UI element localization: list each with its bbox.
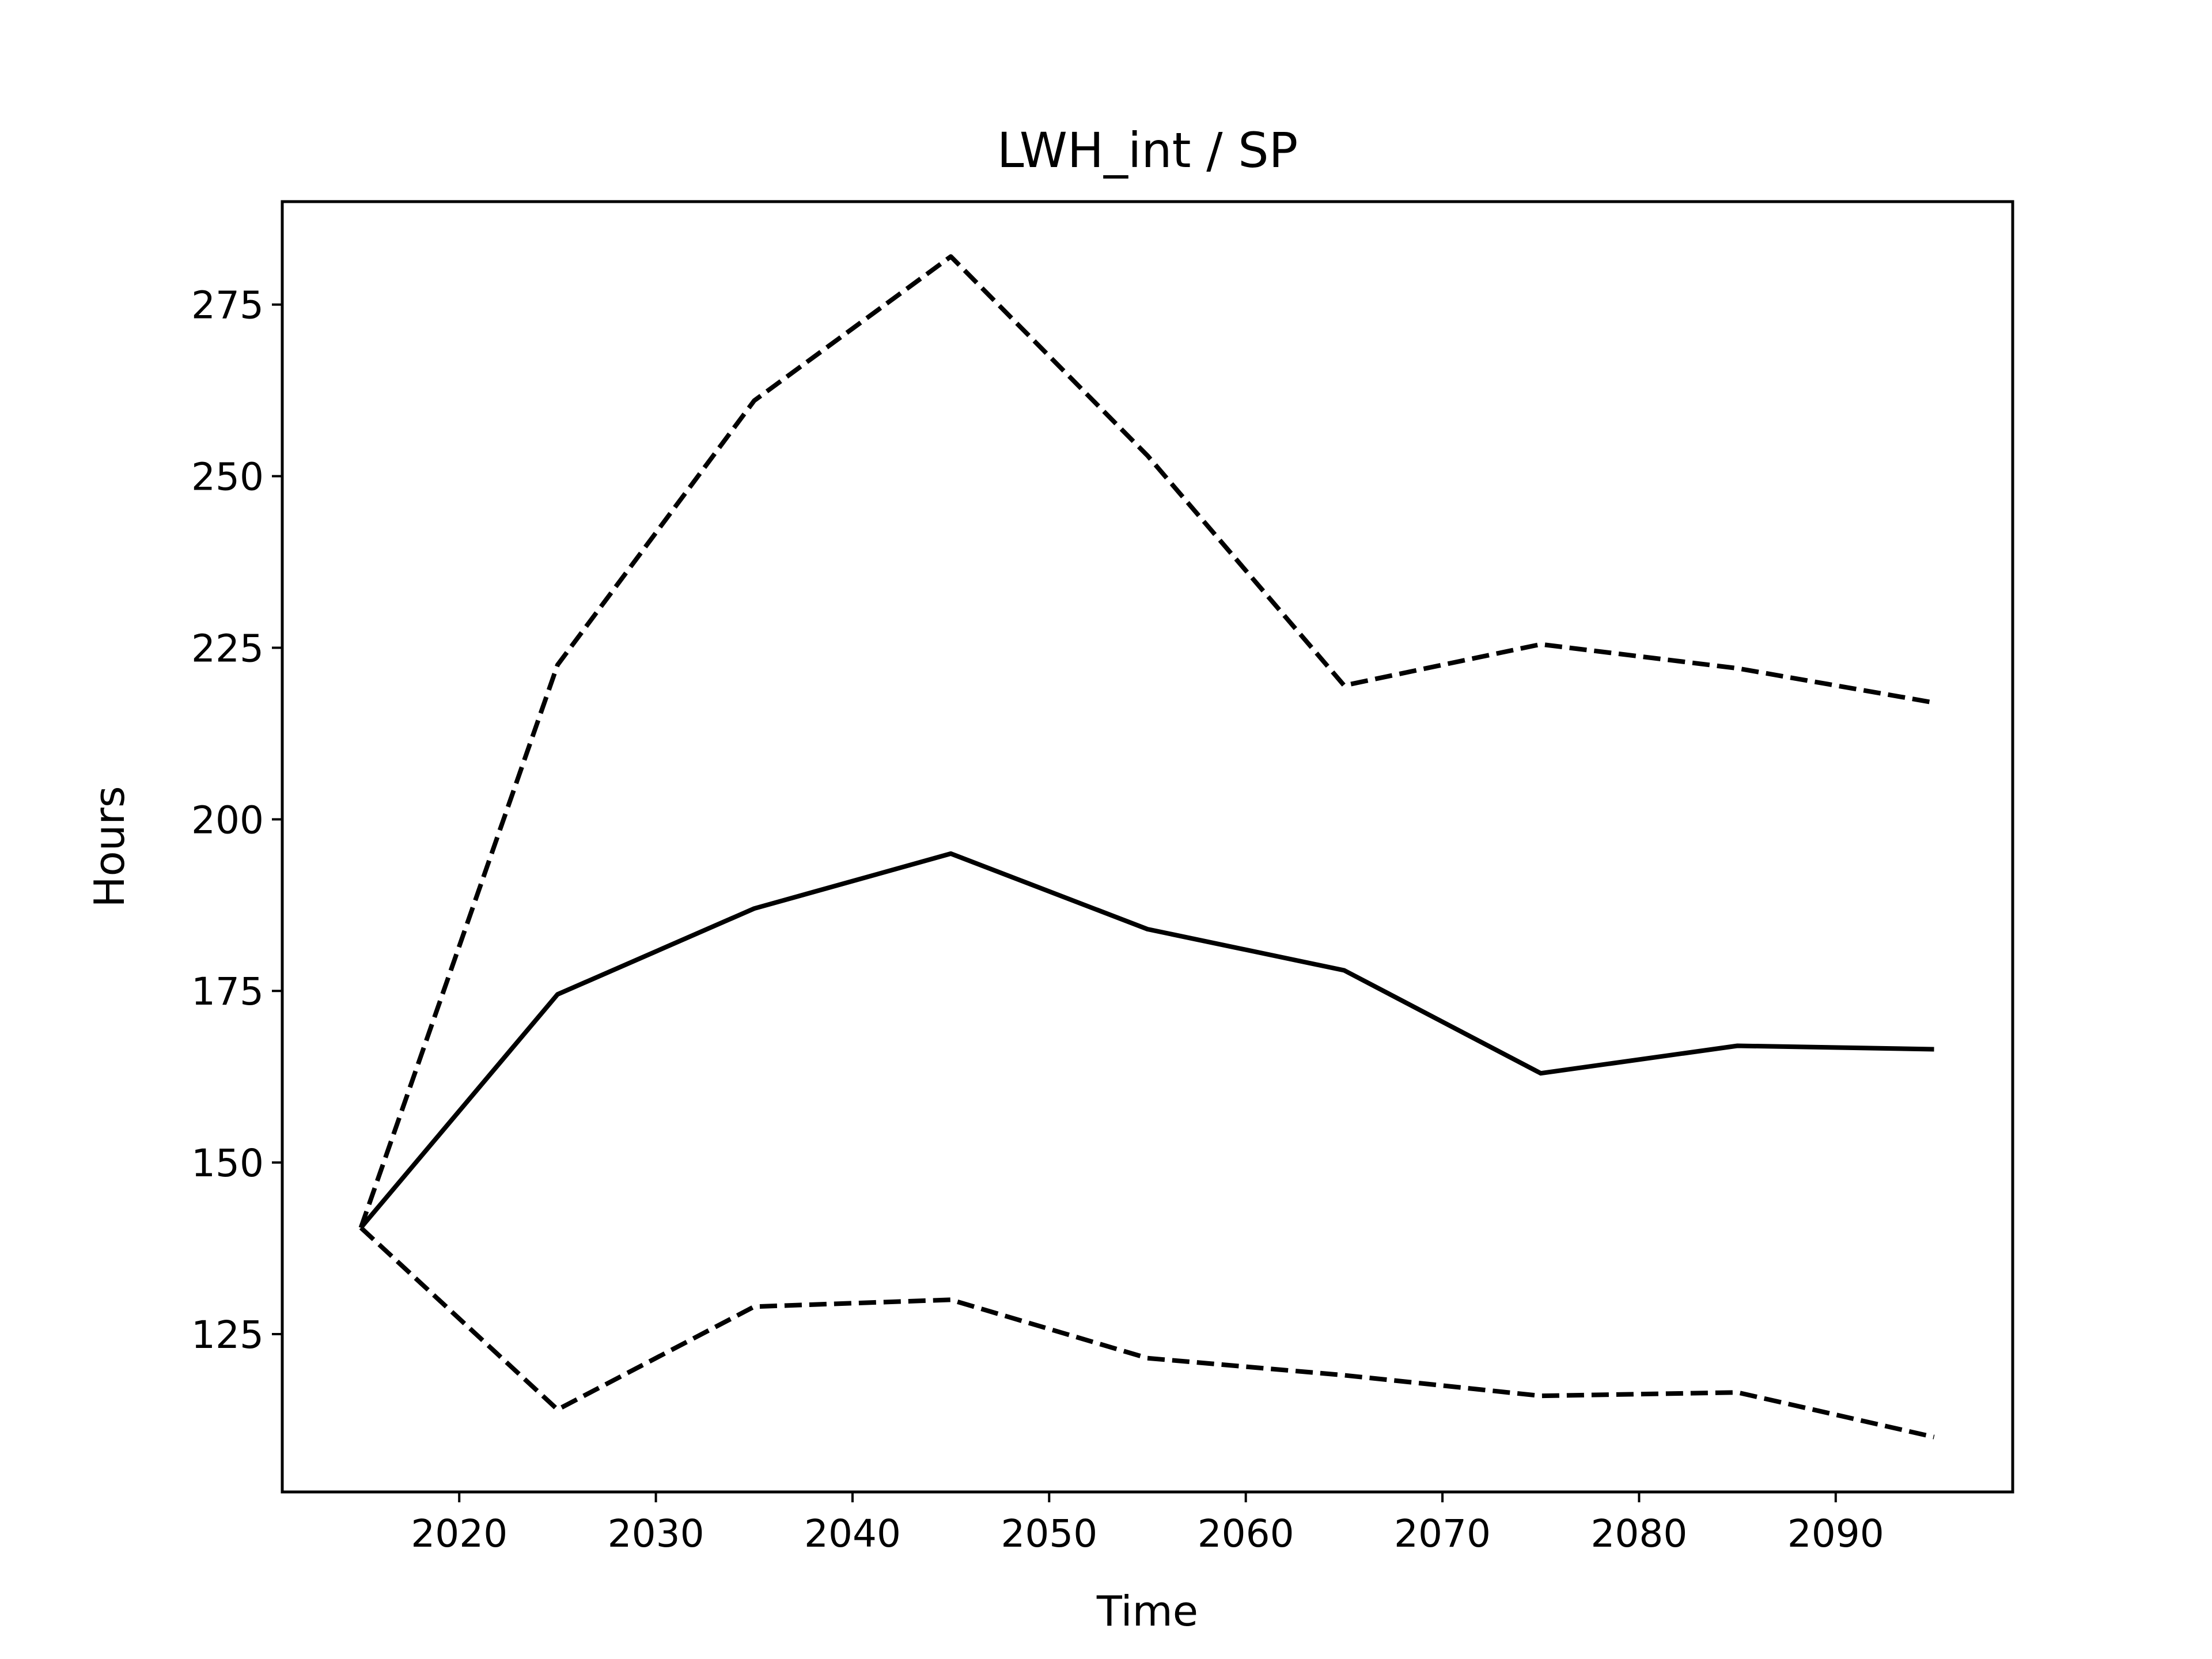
series-line-3-dashed bbox=[359, 1226, 1935, 1440]
plot-frame bbox=[281, 200, 2014, 1494]
y-tick-label: 200 bbox=[191, 798, 264, 842]
series-layer bbox=[358, 254, 1935, 1440]
chart-title: LWH_int / SP bbox=[997, 122, 1298, 179]
series-line-2-solid bbox=[359, 851, 1934, 1229]
x-tick-label: 2050 bbox=[1001, 1512, 1097, 1556]
y-axis-label: Hours bbox=[85, 786, 134, 908]
x-tick-label: 2080 bbox=[1590, 1512, 1687, 1556]
y-tick-label: 225 bbox=[191, 626, 264, 671]
y-tick-label: 175 bbox=[191, 969, 264, 1014]
x-tick-label: 2030 bbox=[608, 1512, 704, 1556]
y-tick-label: 275 bbox=[191, 283, 264, 328]
x-axis-ticks: 2020 2030 2040 2050 2060 2070 2080 2090 bbox=[411, 1492, 1884, 1556]
y-axis-ticks: 125 150 175 200 225 250 275 bbox=[191, 283, 282, 1357]
x-axis-label: Time bbox=[1096, 1587, 1198, 1635]
x-tick-label: 2020 bbox=[411, 1512, 507, 1556]
x-tick-label: 2040 bbox=[804, 1512, 901, 1556]
x-tick-label: 2060 bbox=[1198, 1512, 1294, 1556]
y-tick-label: 250 bbox=[191, 455, 264, 499]
y-tick-label: 125 bbox=[191, 1313, 264, 1357]
series-line-1-dashed bbox=[358, 254, 1935, 1229]
x-tick-label: 2090 bbox=[1787, 1512, 1884, 1556]
x-tick-label: 2070 bbox=[1394, 1512, 1491, 1556]
y-tick-label: 150 bbox=[191, 1141, 264, 1185]
